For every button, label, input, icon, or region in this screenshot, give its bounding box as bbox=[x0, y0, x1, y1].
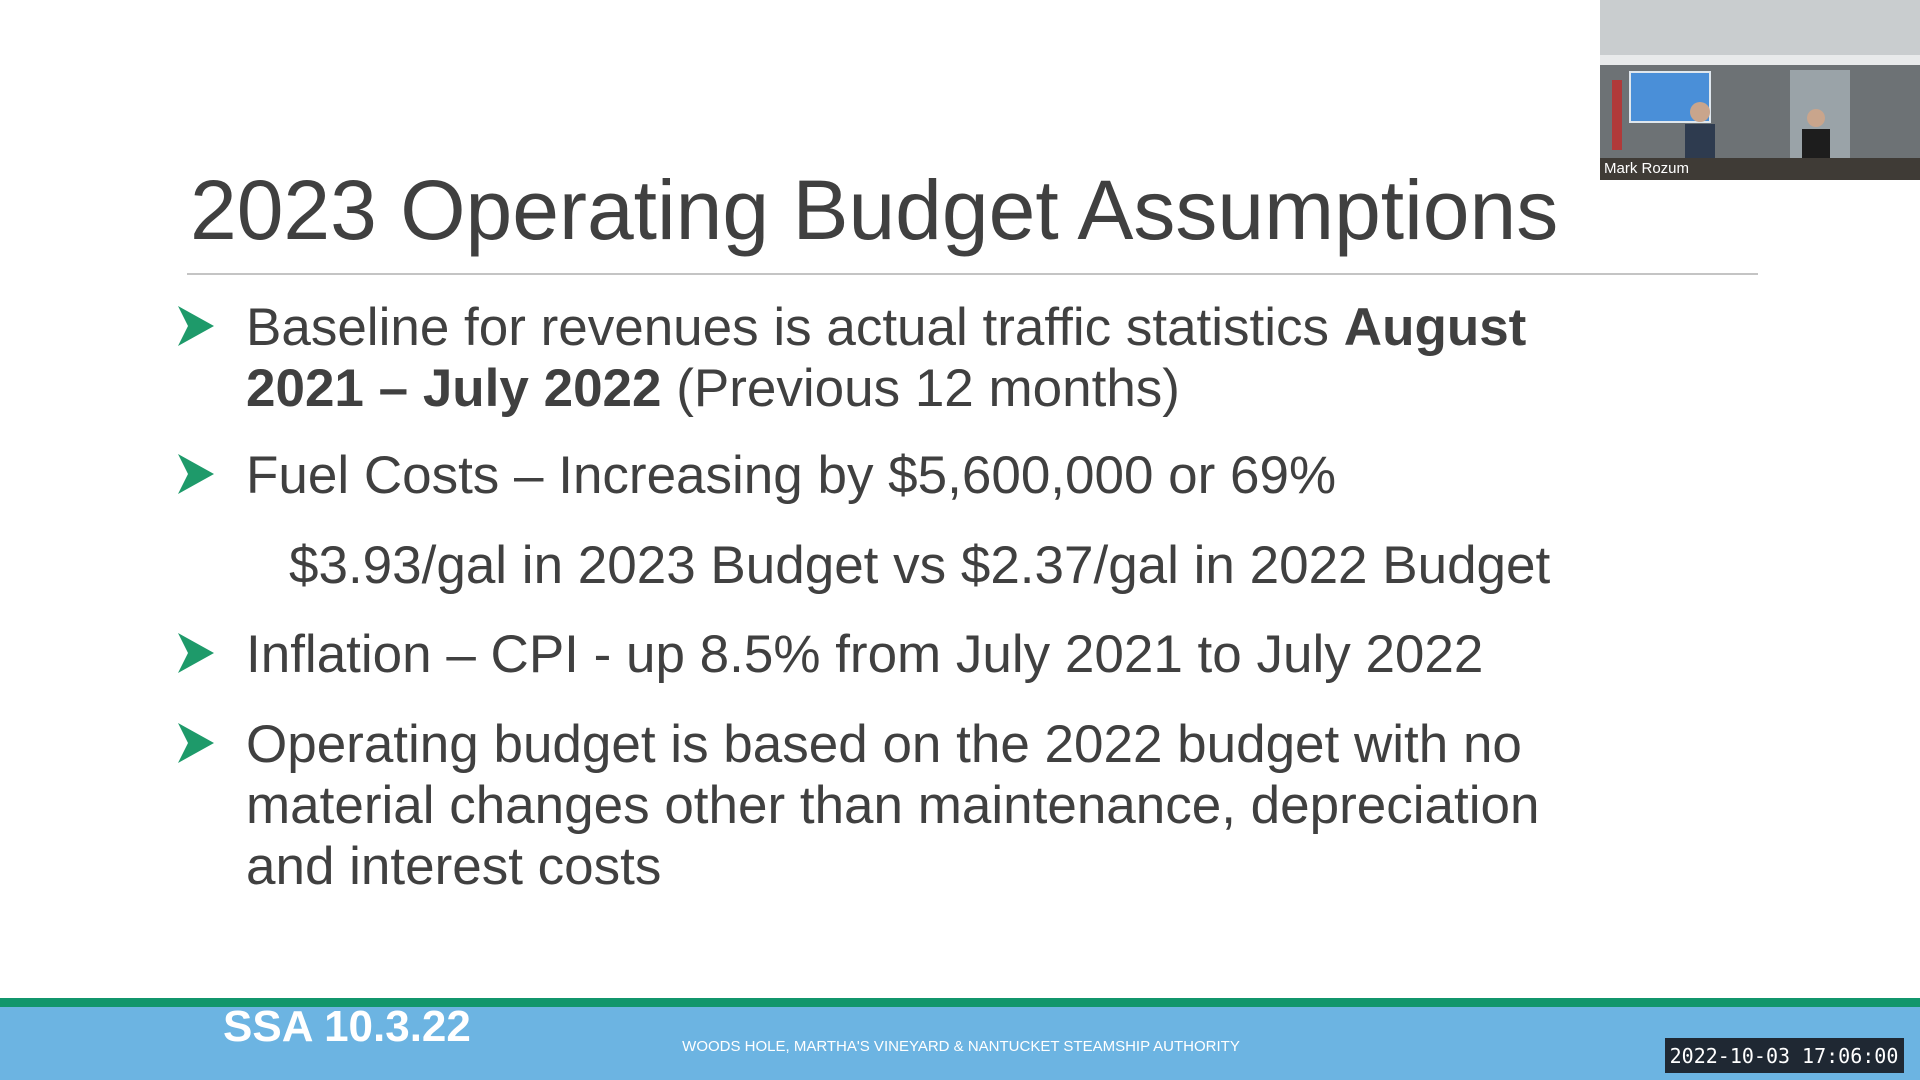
text-run: Operating budget is based on the 2022 bu… bbox=[246, 715, 1522, 774]
footer-label: SSA 10.3.22 bbox=[223, 1002, 471, 1051]
bullet-arrow bbox=[178, 306, 214, 346]
bullet-line: 2021 – July 2022 (Previous 12 months) bbox=[246, 359, 1180, 418]
bullet-line: Operating budget is based on the 2022 bu… bbox=[246, 715, 1522, 774]
text-run: material changes other than maintenance,… bbox=[246, 776, 1539, 835]
slide-body: Baseline for revenues is actual traffic … bbox=[178, 298, 1551, 896]
bullet-arrow bbox=[178, 633, 214, 673]
text-run: August bbox=[1344, 298, 1527, 357]
footer-bar bbox=[0, 1007, 1920, 1080]
bullet-arrow bbox=[178, 454, 214, 494]
footer-organization: WOODS HOLE, MARTHA'S VINEYARD & NANTUCKE… bbox=[682, 1038, 1240, 1055]
footer-stripe bbox=[0, 998, 1920, 1007]
text-run: Baseline for revenues is actual traffic … bbox=[246, 298, 1344, 357]
text-run: and interest costs bbox=[246, 837, 661, 896]
text-run: (Previous 12 months) bbox=[662, 359, 1180, 418]
timestamp-box bbox=[1665, 1038, 1904, 1073]
bullet-line: $3.93/gal in 2023 Budget vs $2.37/gal in… bbox=[289, 536, 1551, 595]
video-flag bbox=[1612, 80, 1622, 150]
bullet-line: and interest costs bbox=[246, 837, 661, 896]
video-person bbox=[1690, 102, 1710, 122]
bullet-arrow bbox=[178, 723, 214, 763]
participant-name: Mark Rozum bbox=[1604, 160, 1689, 177]
text-run: Fuel Costs – Increasing by $5,600,000 or… bbox=[246, 446, 1336, 505]
text-run: $3.93/gal in 2023 Budget vs $2.37/gal in… bbox=[289, 536, 1551, 595]
text-run: Inflation – CPI - up 8.5% from July 2021… bbox=[246, 625, 1483, 684]
text-run: 2021 – July 2022 bbox=[246, 359, 662, 418]
video-tile: Mark Rozum bbox=[1600, 0, 1920, 180]
bullet-line: Baseline for revenues is actual traffic … bbox=[246, 298, 1526, 357]
video-table bbox=[1600, 158, 1920, 180]
video-wall-trim bbox=[1600, 55, 1920, 65]
bullet-line: Inflation – CPI - up 8.5% from July 2021… bbox=[246, 625, 1483, 684]
video-ceiling bbox=[1600, 0, 1920, 60]
video-person bbox=[1685, 124, 1715, 164]
video-person bbox=[1807, 109, 1825, 127]
bullet-line: material changes other than maintenance,… bbox=[246, 776, 1539, 835]
bullet-line: Fuel Costs – Increasing by $5,600,000 or… bbox=[246, 446, 1336, 505]
slide-title: 2023 Operating Budget Assumptions bbox=[190, 163, 1558, 257]
timestamp: 2022-10-03 17:06:00 bbox=[1670, 1044, 1899, 1068]
